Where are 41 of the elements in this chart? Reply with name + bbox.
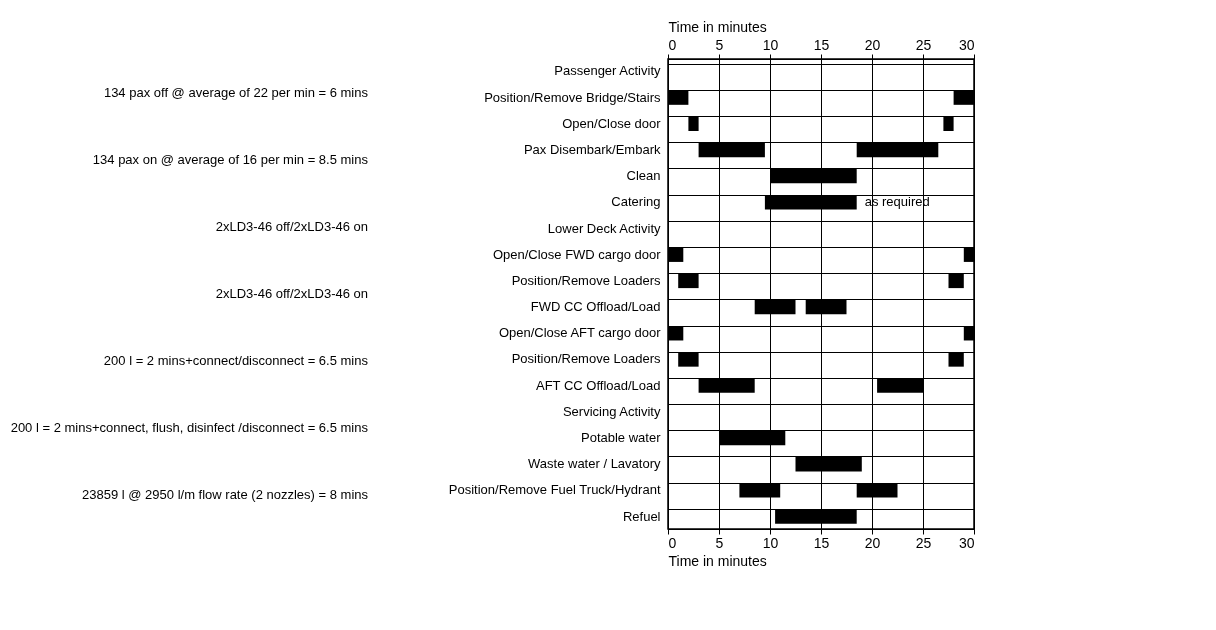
y-tick-label: Clean <box>626 168 661 184</box>
x2-axis-title: Time in minutes <box>668 18 767 35</box>
x2-tick-label: 20 <box>864 36 881 53</box>
y-tick-label: Open/Close AFT cargo door <box>498 325 662 341</box>
y-tick-label: Position/Remove Bridge/Stairs <box>484 89 661 105</box>
text: 2xLD3-46 off/2xLD3-46 on <box>215 218 368 234</box>
y-tick-label: Pax Disembark/Embark <box>523 141 661 157</box>
y-tick-label: Lower Deck Activity <box>547 220 661 236</box>
text: 200 l = 2 mins+connect/disconnect = 6.5 mins <box>103 353 369 369</box>
x-tick-label: 30 <box>958 534 975 551</box>
y-tick-label: Open/Close FWD cargo door <box>492 246 662 262</box>
y-tick-label: Catering <box>611 194 661 210</box>
text: 134 pax on @ average of 16 per min = 8.5 mins <box>92 151 369 167</box>
y-tick-label: AFT CC Offload/Load <box>535 377 661 393</box>
y-tick-label: Open/Close door <box>562 115 662 131</box>
x-tick-label: 25 <box>915 534 932 551</box>
x-tick-label: 0 <box>668 534 677 551</box>
x2-tick-label: 15 <box>813 36 830 53</box>
x2-tick-label: 5 <box>715 36 724 53</box>
y-tick-label: Position/Remove Loaders <box>511 272 661 288</box>
y-tick-label: Servicing Activity <box>562 403 661 419</box>
x-tick-label: 10 <box>762 534 779 551</box>
text: 134 pax off @ average of 22 per min = 6 mins <box>103 84 369 100</box>
x-tick-label: 20 <box>864 534 881 551</box>
text: 2xLD3-46 off/2xLD3-46 on <box>215 286 368 301</box>
y-tick-label: Position/Remove Loaders <box>511 351 661 367</box>
x-axis-title: Time in minutes <box>668 552 767 569</box>
y-tick-label: Refuel <box>622 508 661 524</box>
y-tick-label: Waste water / Lavatory <box>528 456 661 472</box>
x2-tick-label: 30 <box>958 36 975 53</box>
x-tick-label: 5 <box>715 534 724 551</box>
text: 23859 l @ 2950 l/m flow rate (2 nozzles) = 8 mins <box>82 487 369 503</box>
y-tick-label: Passenger Activity <box>554 63 661 79</box>
text: 200 l = 2 mins+connect, flush, disinfect /disconnect = 6.5 mins <box>10 420 369 436</box>
x-tick-label: 15 <box>813 534 830 551</box>
x2-tick-label: 0 <box>668 36 677 53</box>
y-tick-label: FWD CC Offload/Load <box>530 299 661 315</box>
y-tick-label: Position/Remove Fuel Truck/Hydrant <box>448 482 661 498</box>
x2-tick-label: 25 <box>915 36 932 53</box>
y-tick-label: Potable water <box>581 430 662 446</box>
x2-tick-label: 10 <box>762 36 779 53</box>
